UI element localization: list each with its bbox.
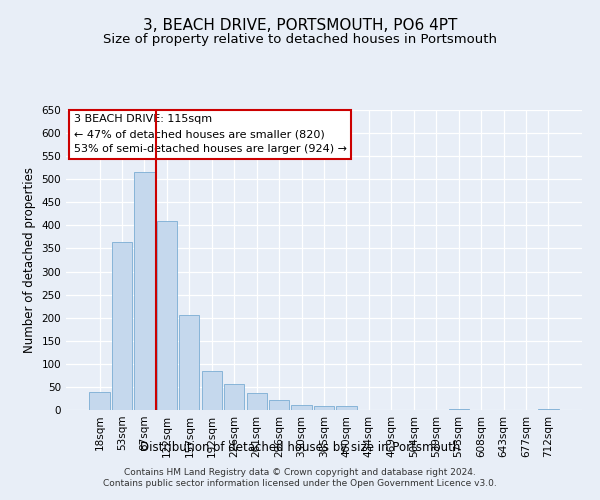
Bar (538, 408, 559, 410)
Bar (337, 406, 356, 410)
Bar (449, 408, 469, 410)
Y-axis label: Number of detached properties: Number of detached properties (23, 167, 36, 353)
Bar (247, 393, 267, 410)
Text: Contains HM Land Registry data © Crown copyright and database right 2024.
Contai: Contains HM Land Registry data © Crown c… (103, 468, 497, 487)
Bar (157, 221, 177, 410)
Bar (224, 384, 244, 410)
Text: 3, BEACH DRIVE, PORTSMOUTH, PO6 4PT: 3, BEACH DRIVE, PORTSMOUTH, PO6 4PT (143, 18, 457, 32)
Bar (292, 406, 311, 410)
Bar (314, 406, 334, 410)
Bar (112, 242, 132, 410)
Bar (89, 392, 110, 410)
Bar (179, 316, 199, 410)
Text: Size of property relative to detached houses in Portsmouth: Size of property relative to detached ho… (103, 32, 497, 46)
Bar (202, 371, 222, 410)
Bar (134, 172, 155, 410)
Bar (269, 400, 289, 410)
Text: Distribution of detached houses by size in Portsmouth: Distribution of detached houses by size … (140, 441, 460, 454)
Text: 3 BEACH DRIVE: 115sqm
← 47% of detached houses are smaller (820)
53% of semi-det: 3 BEACH DRIVE: 115sqm ← 47% of detached … (74, 114, 347, 154)
